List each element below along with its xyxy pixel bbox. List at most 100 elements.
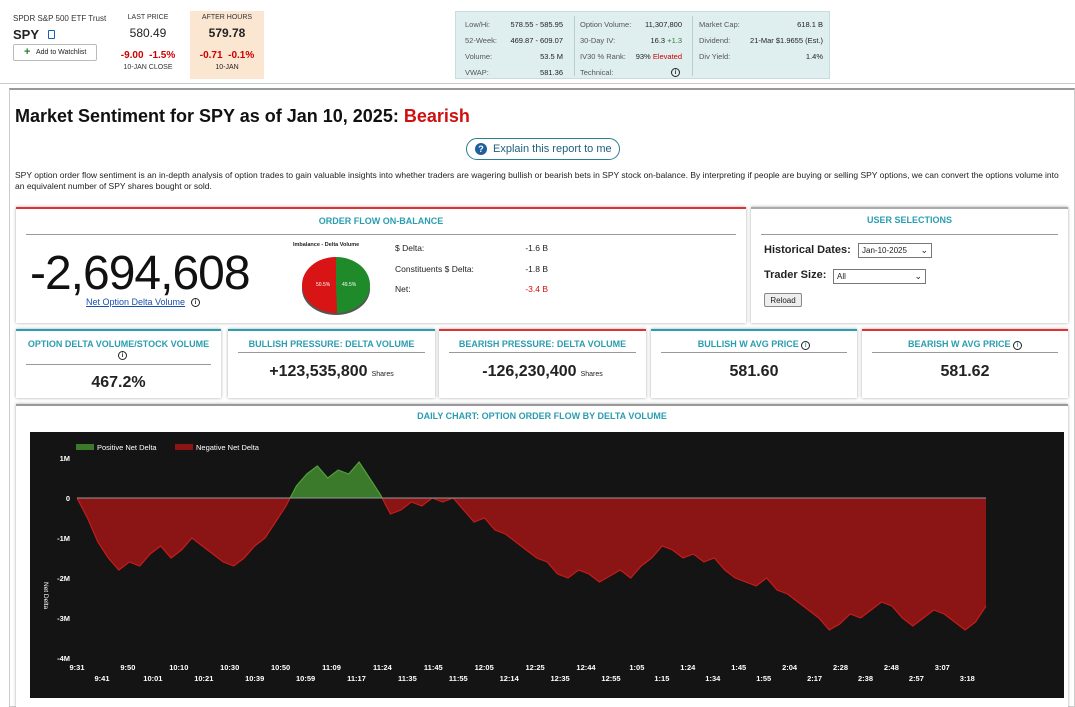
x-tick-label: 12:25	[526, 663, 545, 672]
quote-header: SPDR S&P 500 ETF Trust SPY + Add to Watc…	[0, 0, 1075, 84]
stat-dividend: Dividend: 21-Mar $1.9655 (Est.)	[699, 32, 823, 48]
metric-value: 581.60	[729, 363, 779, 380]
metric-value: 467.2%	[91, 374, 146, 391]
page-title: Market Sentiment for SPY as of Jan 10, 2…	[15, 106, 470, 127]
chevron-down-icon: ⌄	[920, 245, 928, 255]
x-tick-label: 11:35	[398, 674, 417, 683]
chart-header: DAILY CHART: OPTION ORDER FLOW BY DELTA …	[417, 411, 667, 421]
y-axis-label: Net Delta	[42, 582, 49, 609]
sentiment-label: Bearish	[403, 106, 470, 126]
stat-label: IV30 % Rank:	[580, 51, 626, 61]
info-icon[interactable]: i	[1013, 341, 1023, 350]
y-tick-label: -4M	[57, 654, 70, 663]
x-tick-label: 11:45	[424, 663, 443, 672]
x-tick-label: 9:41	[94, 674, 109, 683]
report-description: SPY option order flow sentiment is an in…	[15, 170, 1059, 191]
technical-info-icon[interactable]: i	[671, 67, 680, 77]
after-hours-sub: 10-JAN	[215, 64, 239, 71]
after-hours-value: 579.78	[208, 26, 246, 40]
net-label: Net:	[395, 284, 411, 294]
pie-slice-red	[302, 257, 338, 313]
question-icon: ?	[475, 143, 487, 155]
x-tick-label: 1:15	[654, 674, 669, 683]
chart-legend: Positive Net Delta Negative Net Delta	[76, 443, 260, 452]
user-selections-panel: USER SELECTIONS Historical Dates: Jan-10…	[751, 207, 1068, 323]
last-change-abs: -9.00	[120, 50, 144, 61]
trader-selected: All	[837, 272, 846, 281]
stat-volume: Volume: 53.5 M	[465, 48, 563, 64]
info-icon[interactable]: i	[118, 351, 127, 360]
stat-label: 30-Day IV:	[580, 35, 616, 45]
stats-col-3: Market Cap: 618.1 B Dividend: 21-Mar $1.96…	[699, 16, 823, 64]
x-tick-label: 2:17	[807, 674, 822, 683]
negative-area	[77, 498, 986, 630]
stat-label: VWAP:	[465, 67, 489, 77]
stats-col-2: Option Volume: 11,307,800 30-Day IV: 16.3 …	[580, 16, 682, 80]
info-icon[interactable]: i	[191, 298, 200, 307]
y-tick-label: -2M	[57, 574, 70, 583]
y-tick-label: -1M	[57, 534, 70, 543]
title-prefix: Market Sentiment for SPY as of Jan 10, 2…	[15, 106, 399, 126]
divider	[26, 364, 211, 365]
stats-divider	[692, 16, 693, 76]
y-axis: 1M 0 -1M -2M -3M -4M	[57, 454, 70, 663]
stat-value: 21-Mar $1.9655 (Est.)	[750, 35, 823, 45]
stat-div-yield: Div Yield: 1.4%	[699, 48, 823, 64]
stat-option-volume: Option Volume: 11,307,800	[580, 16, 682, 32]
metric-bearish-avg-price: BEARISH W AVG PRICE i 581.62	[862, 329, 1068, 398]
dates-selected: Jan-10-2025	[862, 246, 907, 255]
x-tick-label: 10:59	[296, 674, 315, 683]
metric-value: -126,230,400 Shares	[439, 363, 646, 381]
ticker-full-name: SPDR S&P 500 ETF Trust	[13, 14, 107, 23]
x-tick-label: 9:31	[69, 663, 84, 672]
ticker-symbol[interactable]: SPY	[13, 27, 40, 42]
net-option-delta-link[interactable]: Net Option Delta Volume	[86, 297, 186, 307]
divider	[449, 352, 636, 353]
chevron-down-icon: ⌄	[914, 271, 922, 281]
info-icon[interactable]: i	[801, 341, 811, 350]
net-delta-value: -2,694,608	[30, 247, 251, 300]
stat-label: Option Volume:	[580, 19, 632, 29]
last-price-sub: 10-JAN CLOSE	[123, 64, 173, 71]
stat-iv-rank: IV30 % Rank: 93% Elevated	[580, 48, 682, 64]
explain-report-button[interactable]: ? Explain this report to me	[466, 138, 620, 160]
stat-label: Volume:	[465, 51, 493, 61]
add-to-watchlist-button[interactable]: + Add to Watchlist	[13, 44, 97, 61]
delta-label: $ Delta:	[395, 243, 425, 253]
stat-value: 581.36	[540, 67, 563, 77]
metric-bullish-pressure: BULLISH PRESSURE: DELTA VOLUME +123,535,…	[228, 329, 435, 398]
last-price-block: LAST PRICE 580.49 -9.00 -1.5% 10-JAN CLO…	[108, 14, 188, 71]
last-price-label: LAST PRICE	[127, 14, 169, 21]
stat-value: 618.1 B	[797, 19, 823, 29]
historical-dates-select[interactable]: Jan-10-2025 ⌄	[858, 243, 932, 258]
metric-number: -126,230,400	[482, 363, 577, 380]
trader-size-select[interactable]: All ⌄	[833, 269, 926, 284]
reload-button[interactable]: Reload	[764, 293, 802, 307]
divider	[661, 352, 847, 353]
net-value: -3.4 B	[525, 284, 548, 294]
delta-value: -1.6 B	[525, 243, 548, 253]
stat-value: 578.55 - 585.95	[510, 19, 563, 29]
stat-52-week: 52-Week: 469.87 - 609.07	[465, 32, 563, 48]
y-tick-label: 1M	[60, 454, 70, 463]
x-axis: 9:31 9:50 10:10 10:30 10:50 11:09 11:24 11:45 12…	[69, 663, 974, 683]
x-tick-label: 1:45	[731, 663, 746, 672]
constituents-delta-label: Constituents $ Delta:	[395, 264, 474, 274]
document-icon[interactable]	[48, 30, 55, 39]
order-flow-panel: ORDER FLOW ON-BALANCE -2,694,608 Net Opt…	[16, 207, 746, 323]
divider	[26, 234, 736, 235]
x-tick-label: 2:04	[782, 663, 798, 672]
x-tick-label: 2:38	[858, 674, 873, 683]
stat-low-hi: Low/Hi: 578.55 - 585.95	[465, 16, 563, 32]
x-tick-label: 12:35	[551, 674, 570, 683]
x-tick-label: 2:28	[833, 663, 848, 672]
stat-label: Market Cap:	[699, 19, 740, 29]
watchlist-label: Add to Watchlist	[36, 49, 87, 56]
chart-svg: Positive Net Delta Negative Net Delta Ne…	[42, 443, 987, 683]
x-tick-label: 12:05	[475, 663, 494, 672]
x-tick-label: 11:09	[322, 663, 341, 672]
metric-value: 581.62	[940, 363, 990, 380]
stat-market-cap: Market Cap: 618.1 B	[699, 16, 823, 32]
metric-header-text: BEARISH W AVG PRICE	[907, 339, 1011, 349]
plus-icon: +	[24, 46, 31, 58]
